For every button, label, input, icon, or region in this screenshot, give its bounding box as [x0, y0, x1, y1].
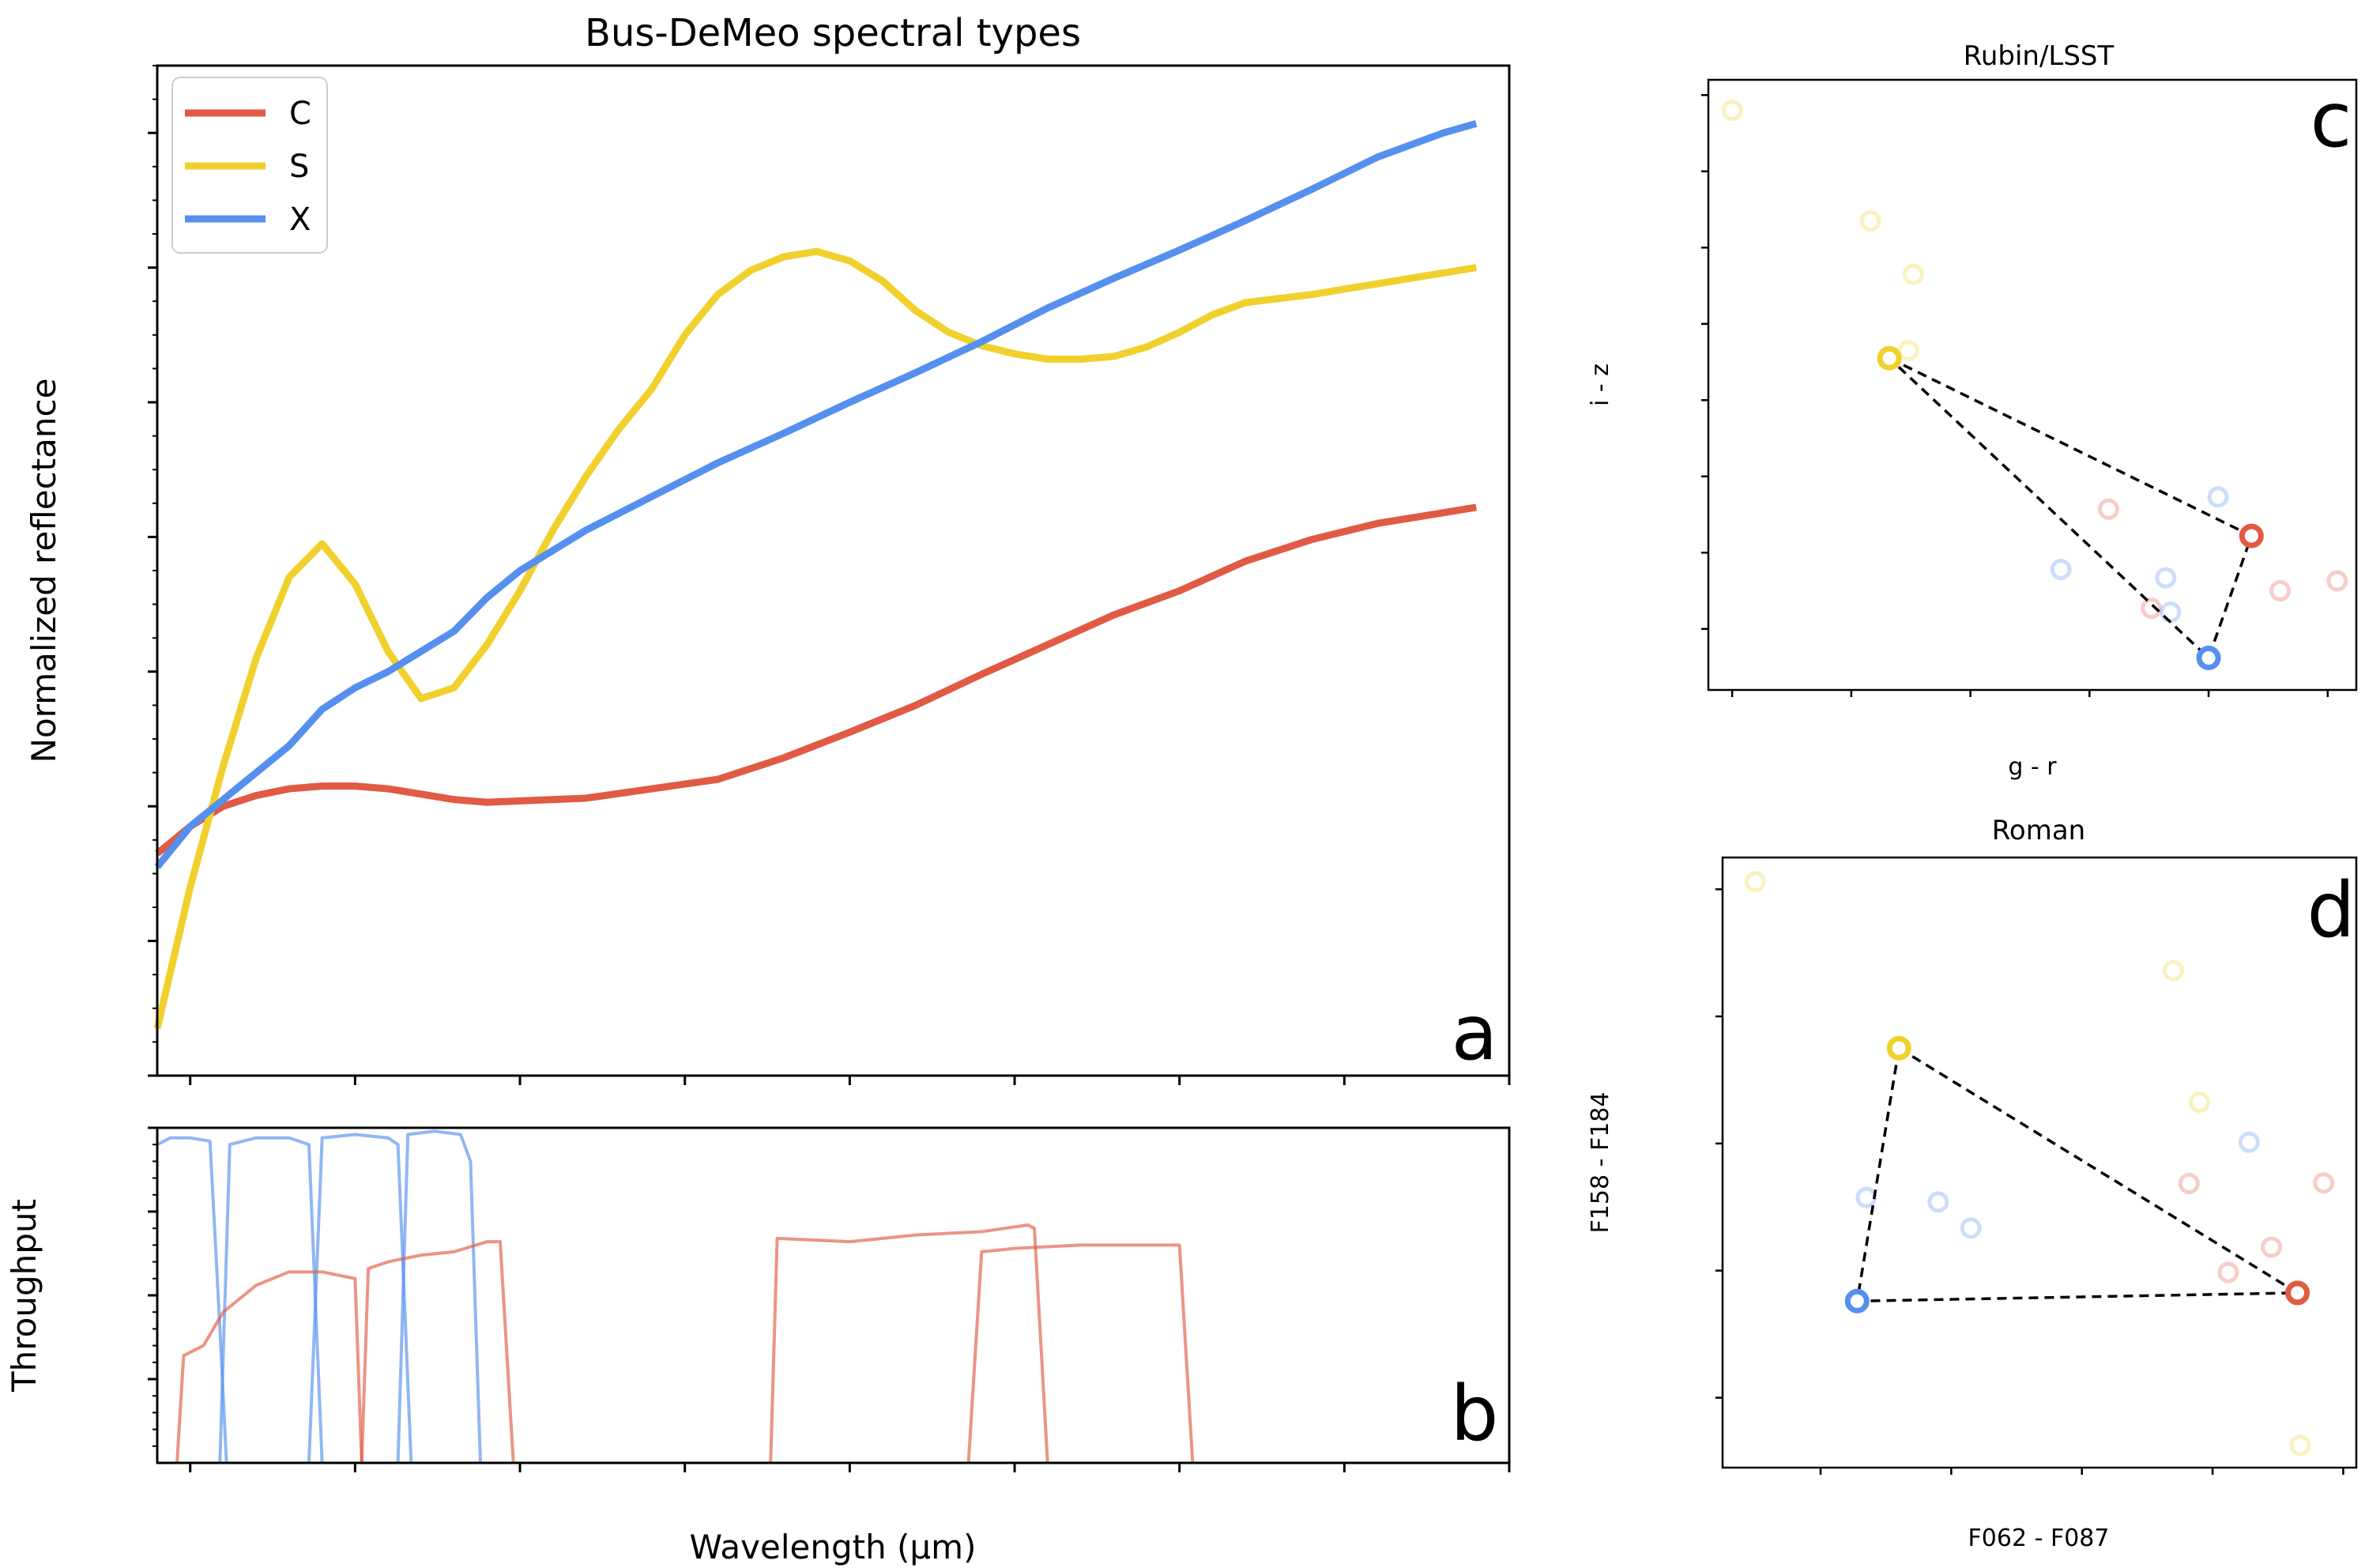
panel-d-title: Roman	[1992, 815, 2085, 846]
point-faded-X	[1960, 1217, 1982, 1239]
panel-c-letter: c	[2310, 76, 2352, 164]
panel-c-ylabel: i - z	[1587, 364, 1614, 406]
filter-curve-F158	[769, 1223, 1049, 1464]
point-faded-S	[2162, 959, 2184, 982]
point-faded-S	[1744, 871, 1766, 893]
point-S	[1886, 1035, 1911, 1061]
point-faded-X	[1855, 1186, 1877, 1208]
series-line-X	[154, 119, 1478, 869]
panel-b-frame	[156, 1126, 1511, 1464]
point-faded-C	[2097, 498, 2119, 520]
point-X	[1844, 1288, 1870, 1314]
panel-b-throughput: Throughput Wavelength (μm) b	[5, 1126, 1511, 1566]
point-S	[1877, 345, 1902, 371]
panel-b-xlabel: Wavelength (μm)	[690, 1528, 977, 1566]
triangle-d-plot	[1855, 1046, 2303, 1303]
point-faded-C	[2313, 1172, 2335, 1194]
point-C	[2285, 1280, 2310, 1306]
panel-a-ylabel: Normalized reflectance	[24, 379, 63, 763]
panel-c-lsst-colors: Rubin/LSST i - z g - r c	[1587, 40, 2358, 781]
point-faded-X	[2155, 567, 2177, 589]
legend-label-X: X	[289, 202, 311, 238]
point-faded-X	[2238, 1131, 2260, 1153]
point-faded-S	[2189, 1091, 2211, 1114]
filter-curve-F087	[360, 1240, 515, 1464]
series-line-S	[153, 247, 1477, 1030]
point-faded-X	[2050, 559, 2072, 581]
point-faded-C	[2141, 597, 2163, 620]
triangle-c-plot	[1888, 356, 2254, 661]
point-faded-C	[2178, 1173, 2200, 1195]
filter-curve-g	[156, 1136, 228, 1464]
series-line-C	[155, 503, 1477, 857]
panel-d-ylabel: F158 - F184	[1587, 1092, 1614, 1234]
point-faded-C	[2217, 1261, 2239, 1283]
point-faded-S	[1897, 340, 1919, 362]
panel-d-frame	[1721, 856, 2358, 1469]
point-faded-C	[2261, 1236, 2283, 1258]
point-faded-S	[2289, 1434, 2311, 1457]
filter-curve-i	[307, 1133, 413, 1464]
panel-a-title: Bus-DeMeo spectral types	[585, 11, 1081, 55]
point-C	[2239, 523, 2264, 548]
point-X	[2196, 645, 2221, 670]
filter-curve-F062	[175, 1270, 363, 1464]
panel-b-ylabel: Throughput	[5, 1199, 43, 1393]
panel-a-spectra: Bus-DeMeo spectral types Normalized refl…	[24, 11, 1511, 1085]
panel-d-roman-colors: Roman F158 - F184 F062 - F087 d	[1587, 815, 2358, 1552]
point-faded-S	[1859, 210, 1881, 232]
filter-curve-F184	[966, 1243, 1195, 1464]
filter-curve-z	[396, 1129, 482, 1464]
point-faded-X	[1927, 1191, 1949, 1213]
legend-label-S: S	[289, 149, 309, 185]
panel-a-frame	[156, 64, 1511, 1077]
point-faded-S	[1902, 263, 1924, 285]
panel-c-title: Rubin/LSST	[1964, 40, 2115, 72]
panel-a-letter: a	[1452, 989, 1498, 1077]
panel-c-frame	[1707, 78, 2358, 692]
legend-label-C: C	[289, 96, 311, 132]
point-faded-S	[1721, 100, 1743, 122]
panel-d-letter: d	[2307, 866, 2356, 955]
panel-b-letter: b	[1451, 1370, 1499, 1458]
point-faded-X	[2207, 486, 2229, 508]
point-faded-C	[2326, 570, 2348, 592]
panel-d-xlabel: F062 - F087	[1968, 1525, 2110, 1552]
panel-c-xlabel: g - r	[2008, 753, 2057, 781]
point-faded-C	[2269, 580, 2292, 602]
filter-curve-r	[218, 1136, 324, 1464]
panel-a-legend: C S X	[171, 77, 328, 254]
